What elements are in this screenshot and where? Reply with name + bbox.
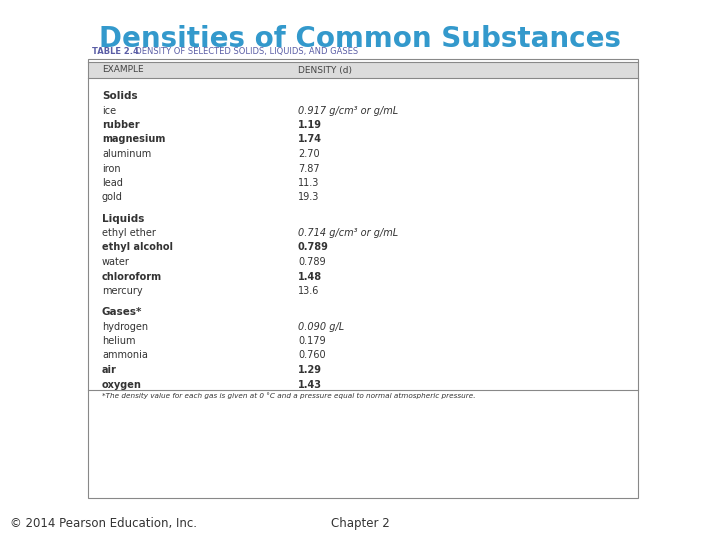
Text: aluminum: aluminum	[102, 149, 151, 159]
Text: water: water	[102, 257, 130, 267]
Text: mercury: mercury	[102, 286, 143, 296]
Text: chloroform: chloroform	[102, 272, 162, 281]
Text: 0.090 g/L: 0.090 g/L	[298, 321, 344, 332]
Text: iron: iron	[102, 164, 121, 173]
Text: 13.6: 13.6	[298, 286, 320, 296]
Text: 1.48: 1.48	[298, 272, 322, 281]
Text: DENSITY (d): DENSITY (d)	[298, 65, 352, 75]
Text: 1.43: 1.43	[298, 380, 322, 389]
Text: Chapter 2: Chapter 2	[330, 517, 390, 530]
Text: 0.714 g/cm³ or g/mL: 0.714 g/cm³ or g/mL	[298, 228, 398, 238]
Text: ethyl alcohol: ethyl alcohol	[102, 242, 173, 253]
Text: 1.74: 1.74	[298, 134, 322, 145]
Text: helium: helium	[102, 336, 135, 346]
Text: 19.3: 19.3	[298, 192, 320, 202]
Text: Liquids: Liquids	[102, 213, 145, 224]
Text: oxygen: oxygen	[102, 380, 142, 389]
Text: Gases*: Gases*	[102, 307, 143, 317]
Text: 7.87: 7.87	[298, 164, 320, 173]
Text: Densities of Common Substances: Densities of Common Substances	[99, 25, 621, 53]
Text: 0.789: 0.789	[298, 242, 329, 253]
Text: 2.70: 2.70	[298, 149, 320, 159]
Text: 0.179: 0.179	[298, 336, 325, 346]
Text: ice: ice	[102, 105, 116, 116]
Text: 0.917 g/cm³ or g/mL: 0.917 g/cm³ or g/mL	[298, 105, 398, 116]
Text: ethyl ether: ethyl ether	[102, 228, 156, 238]
Text: 1.29: 1.29	[298, 365, 322, 375]
Text: hydrogen: hydrogen	[102, 321, 148, 332]
Text: magnesium: magnesium	[102, 134, 166, 145]
Text: EXAMPLE: EXAMPLE	[102, 65, 143, 75]
Text: gold: gold	[102, 192, 123, 202]
Text: rubber: rubber	[102, 120, 140, 130]
Text: 0.789: 0.789	[298, 257, 325, 267]
Text: © 2014 Pearson Education, Inc.: © 2014 Pearson Education, Inc.	[10, 517, 197, 530]
Text: TABLE 2.4: TABLE 2.4	[92, 47, 139, 56]
Text: 0.760: 0.760	[298, 350, 325, 361]
Bar	[88, 59, 638, 498]
Text: 11.3: 11.3	[298, 178, 320, 188]
Bar	[88, 62, 638, 78]
Text: 1.19: 1.19	[298, 120, 322, 130]
Text: air: air	[102, 365, 117, 375]
Text: *The density value for each gas is given at 0 °C and a pressure equal to normal : *The density value for each gas is given…	[102, 393, 475, 399]
Text: Solids: Solids	[102, 91, 138, 101]
Text: ammonia: ammonia	[102, 350, 148, 361]
Text: lead: lead	[102, 178, 123, 188]
Text: DENSITY OF SELECTED SOLIDS, LIQUIDS, AND GASES: DENSITY OF SELECTED SOLIDS, LIQUIDS, AND…	[130, 47, 358, 56]
